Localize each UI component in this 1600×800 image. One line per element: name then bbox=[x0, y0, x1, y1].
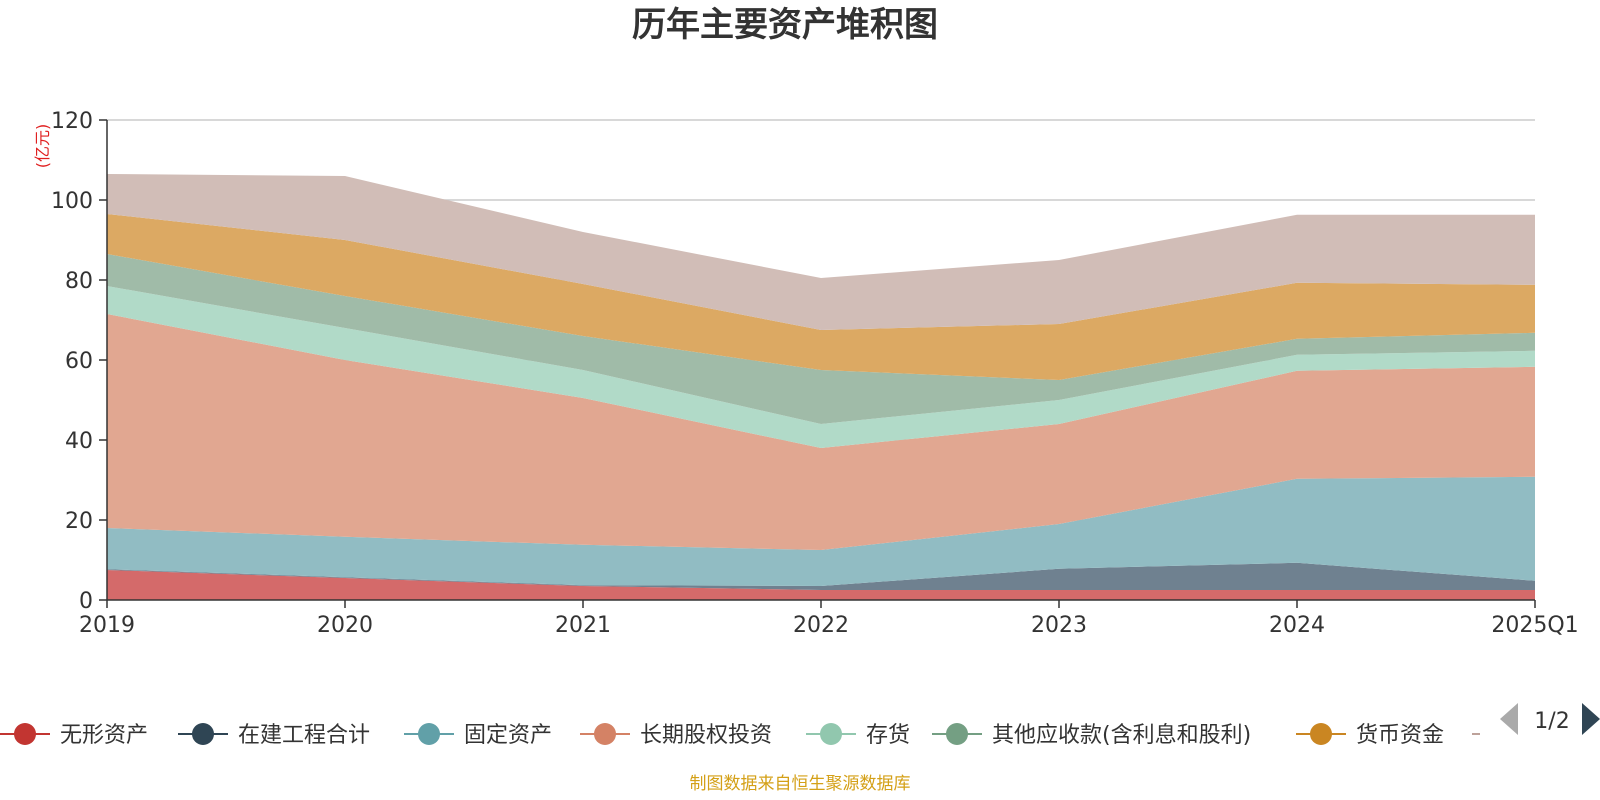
area-series-0 bbox=[107, 570, 1535, 600]
y-tick-label: 80 bbox=[65, 269, 93, 294]
legend-label: 存货 bbox=[866, 723, 910, 748]
legend-label: 无形资产 bbox=[60, 723, 148, 748]
area-series-3 bbox=[107, 314, 1535, 550]
legend-item-6[interactable]: 货币资金 bbox=[1296, 723, 1444, 748]
legend-item-3[interactable]: 长期股权投资 bbox=[580, 723, 772, 748]
legend-label: 在建工程合计 bbox=[238, 723, 370, 748]
area-series-2 bbox=[107, 476, 1535, 586]
legend: 无形资产 在建工程合计 固定资产 长期股权投资 存货 其他应收款(含利息和股利) 货币资金 bbox=[0, 723, 1480, 748]
y-tick-label: 40 bbox=[65, 429, 93, 454]
y-tick-label: 20 bbox=[65, 509, 93, 534]
axes: 0 20 40 60 80 100 120 2019 2020 2021 2022 2023 2024 2… bbox=[51, 109, 1579, 638]
legend-item-2[interactable]: 固定资产 bbox=[404, 723, 552, 748]
x-tick-label: 2021 bbox=[555, 613, 611, 638]
area-series-7 bbox=[107, 174, 1535, 330]
legend-next-page-icon[interactable] bbox=[1582, 703, 1600, 735]
x-tick-label: 2025Q1 bbox=[1491, 613, 1578, 638]
y-axis-unit: (亿元) bbox=[33, 124, 52, 169]
y-tick-label: 0 bbox=[79, 589, 93, 614]
area-series-4 bbox=[107, 286, 1535, 448]
legend-marker-icon bbox=[946, 723, 968, 745]
legend-prev-page-icon[interactable] bbox=[1500, 703, 1518, 735]
legend-label: 长期股权投资 bbox=[640, 723, 772, 748]
legend-label: 其他应收款(含利息和股利) bbox=[992, 723, 1251, 748]
legend-item-1[interactable]: 在建工程合计 bbox=[178, 723, 370, 748]
x-tick-label: 2020 bbox=[317, 613, 373, 638]
x-tick-label: 2019 bbox=[79, 613, 135, 638]
legend-marker-icon bbox=[820, 723, 842, 745]
legend-marker-icon bbox=[418, 723, 440, 745]
data-source-note: 制图数据来自恒生聚源数据库 bbox=[690, 774, 911, 794]
legend-marker-icon bbox=[14, 723, 36, 745]
x-tick-label: 2022 bbox=[793, 613, 849, 638]
legend-label: 货币资金 bbox=[1356, 723, 1444, 748]
legend-marker-icon bbox=[594, 723, 616, 745]
legend-item-4[interactable]: 存货 bbox=[806, 723, 910, 748]
legend-marker-icon bbox=[1310, 723, 1332, 745]
area-series-6 bbox=[107, 214, 1535, 380]
y-tick-label: 100 bbox=[51, 189, 93, 214]
legend-label: 固定资产 bbox=[464, 723, 552, 748]
x-tick-label: 2023 bbox=[1031, 613, 1087, 638]
area-series-group bbox=[107, 174, 1535, 600]
x-tick-label: 2024 bbox=[1269, 613, 1325, 638]
legend-page-indicator: 1/2 bbox=[1534, 709, 1569, 734]
legend-pager: 1/2 bbox=[1500, 703, 1600, 735]
area-series-5 bbox=[107, 254, 1535, 424]
legend-item-5[interactable]: 其他应收款(含利息和股利) bbox=[932, 723, 1251, 748]
legend-item-0[interactable]: 无形资产 bbox=[0, 723, 148, 748]
legend-marker-icon bbox=[192, 723, 214, 745]
y-tick-label: 120 bbox=[51, 109, 93, 134]
chart-title: 历年主要资产堆积图 bbox=[632, 5, 938, 45]
area-series-1 bbox=[107, 562, 1535, 590]
y-tick-label: 60 bbox=[65, 349, 93, 374]
